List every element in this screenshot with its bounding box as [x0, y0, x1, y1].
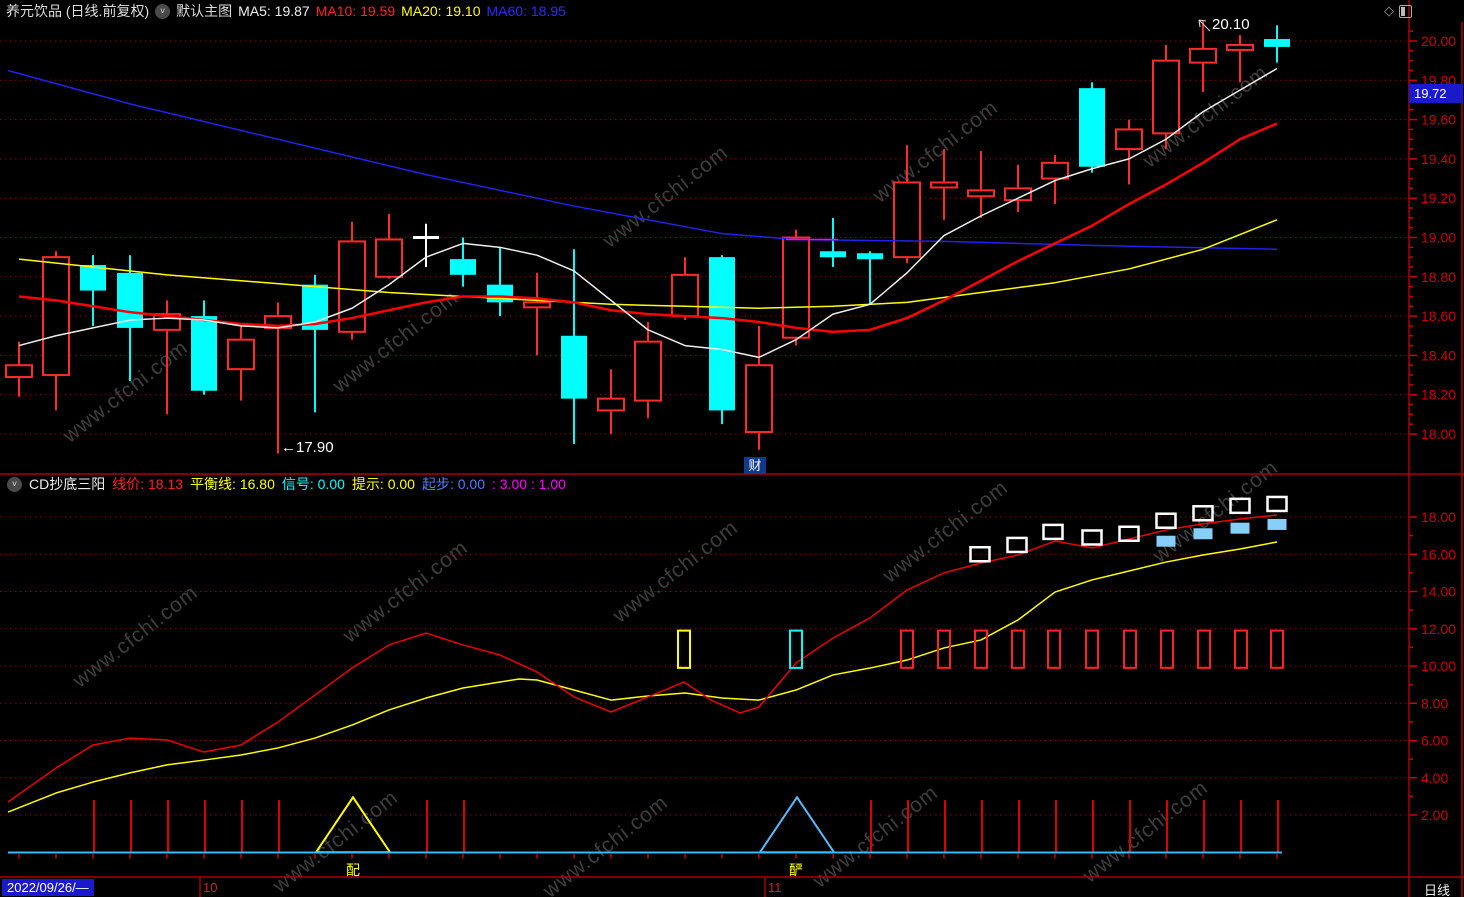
svg-text:18.20: 18.20	[1421, 387, 1456, 403]
signal-triangle	[758, 795, 836, 854]
signal-word-2: 酽	[789, 862, 803, 878]
white-square-marker	[969, 546, 991, 563]
svg-text:12.00: 12.00	[1421, 621, 1456, 637]
indicator-name[interactable]: CD抄底三阳	[29, 476, 106, 492]
indicator-hollow-bar	[677, 629, 691, 669]
white-square-marker	[1266, 495, 1288, 513]
svg-text:19.60: 19.60	[1421, 112, 1456, 128]
svg-text:14.00: 14.00	[1421, 584, 1456, 600]
date-label: 2022/09/26/—	[2, 879, 94, 896]
indicator-hollow-bar	[789, 629, 803, 669]
month-marker-10: 10	[203, 880, 218, 895]
ma60-label: MA60: 18.95	[486, 3, 566, 19]
svg-text:6.00: 6.00	[1421, 733, 1448, 749]
indicator-hollow-bar	[1085, 629, 1099, 669]
svg-text:4.00: 4.00	[1421, 770, 1448, 786]
blue-square-marker	[1230, 522, 1250, 534]
high-price-annotation: 20.10	[1212, 16, 1250, 33]
svg-text:18.00: 18.00	[1421, 426, 1456, 442]
white-square-marker	[1192, 505, 1214, 522]
period-label[interactable]: 日线	[1423, 883, 1450, 897]
indicator-hollow-bar	[974, 629, 988, 669]
panel-layout-icon[interactable]	[1399, 4, 1412, 18]
white-square-marker	[1229, 497, 1251, 515]
svg-text:20.00: 20.00	[1421, 33, 1456, 49]
latest-price-tag: 19.72	[1409, 84, 1463, 103]
indicator-hollow-bar	[1234, 629, 1248, 669]
svg-text:19.20: 19.20	[1421, 190, 1456, 206]
indicator-field-signal: 信号: 0.00	[281, 476, 345, 492]
indicator-hollow-bar	[937, 629, 951, 669]
ma5-label: MA5: 19.87	[238, 3, 310, 19]
indicator-hollow-bar	[900, 629, 914, 669]
indicator-field-params: : 3.00 : 1.00	[491, 476, 566, 492]
chevron-down-icon[interactable]: ˅	[155, 3, 171, 19]
diamond-icon[interactable]: ◇	[1384, 3, 1394, 18]
blue-square-marker	[1156, 535, 1176, 547]
indicator-field-balance: 平衡线: 16.80	[190, 476, 275, 492]
ma10-label: MA10: 19.59	[315, 3, 396, 19]
blue-square-marker	[1193, 528, 1213, 540]
indicator-field-hint: 提示: 0.00	[351, 476, 415, 492]
svg-text:18.60: 18.60	[1421, 308, 1456, 324]
title-bar: 养元饮品 (日线.前复权) ˅ 默认主图 MA5: 19.87 MA10: 19…	[0, 0, 1464, 22]
svg-text:19.00: 19.00	[1421, 230, 1456, 246]
indicator-header: ˅ CD抄底三阳 线价: 18.13 平衡线: 16.80 信号: 0.00 提…	[0, 475, 1400, 493]
svg-text:18.80: 18.80	[1421, 269, 1456, 285]
main-overlay-label[interactable]: 默认主图	[176, 3, 233, 19]
indicator-hollow-bar	[1197, 629, 1211, 669]
indicator-field-start: 起步: 0.00	[421, 476, 485, 492]
main-candles	[5, 21, 1290, 454]
white-square-marker	[1155, 512, 1177, 529]
blue-square-marker	[1267, 518, 1287, 530]
low-price-annotation: ←17.90	[281, 439, 334, 456]
indicator-hollow-bar	[1270, 629, 1284, 669]
indicator-hollow-bar	[1047, 629, 1061, 669]
financial-report-marker[interactable]: 财	[744, 457, 766, 474]
chevron-down-icon[interactable]: ˅	[7, 476, 22, 492]
signal-word-1: 配	[346, 862, 360, 878]
svg-text:8.00: 8.00	[1421, 695, 1448, 711]
svg-text:18.40: 18.40	[1421, 347, 1456, 363]
svg-text:16.00: 16.00	[1421, 546, 1456, 562]
white-square-marker	[1042, 523, 1064, 541]
ma20-label: MA20: 19.10	[401, 3, 481, 19]
white-square-marker	[1118, 525, 1140, 543]
stock-title: 养元饮品 (日线.前复权)	[6, 3, 150, 19]
indicator-hollow-bar	[1011, 629, 1025, 669]
bottom-axis-bar: 2022/09/26/— 10 11 日线	[0, 878, 1464, 897]
white-square-marker	[1006, 536, 1028, 554]
svg-text:19.40: 19.40	[1421, 151, 1456, 167]
indicator-hollow-bar	[1123, 629, 1137, 669]
indicator-field-line-price: 线价: 18.13	[112, 476, 184, 492]
signal-triangle	[314, 795, 392, 854]
indicator-hollow-bar	[1160, 629, 1174, 669]
svg-text:2.00: 2.00	[1421, 807, 1448, 823]
month-marker-11: 11	[768, 880, 782, 895]
svg-text:10.00: 10.00	[1421, 658, 1456, 674]
svg-text:18.00: 18.00	[1421, 509, 1456, 525]
white-square-marker	[1081, 529, 1103, 546]
